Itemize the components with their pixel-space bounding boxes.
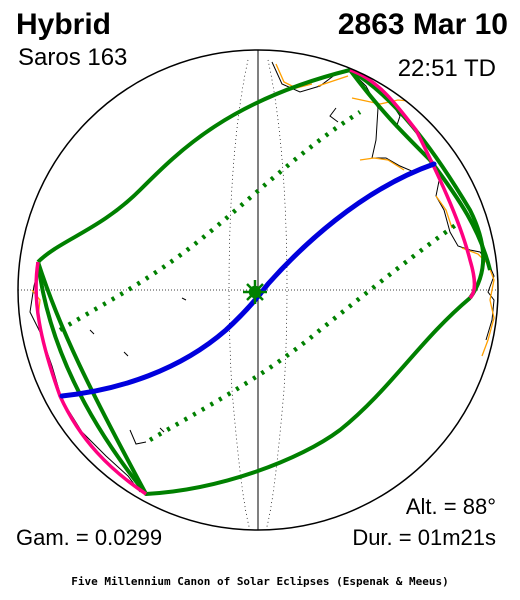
- western-rise-limit: [36, 261, 148, 496]
- meridian-dotted-left: [228, 59, 251, 530]
- globe-outline: [17, 49, 499, 531]
- sunset-curve: [349, 68, 477, 300]
- penumbral-limits: [36, 68, 492, 496]
- eastern-set-limit: [348, 68, 486, 300]
- eclipse-date-title: 2863 Mar 10: [337, 8, 508, 41]
- northern-penumbral-limit: [36, 68, 492, 271]
- southern-magnitude-line: [148, 220, 462, 442]
- eclipse-time-label: 22:51 TD: [397, 55, 496, 82]
- gamma-value-label: Gam. = 0.0299: [16, 525, 163, 550]
- central-duration-label: Dur. = 01m21s: [352, 525, 496, 550]
- sun-altitude-label: Alt. = 88°: [405, 494, 496, 519]
- eclipse-magnitude-lines: [58, 110, 462, 442]
- saros-series-label: Saros 163: [18, 44, 128, 71]
- southern-penumbral-limit: [36, 261, 472, 496]
- eclipse-type-title: Hybrid: [16, 8, 112, 41]
- political-borders: [31, 63, 495, 357]
- northern-magnitude-line: [58, 110, 362, 332]
- asterisk-marker-icon: [243, 280, 267, 304]
- source-credit: Five Millennium Canon of Solar Eclipses …: [71, 575, 449, 588]
